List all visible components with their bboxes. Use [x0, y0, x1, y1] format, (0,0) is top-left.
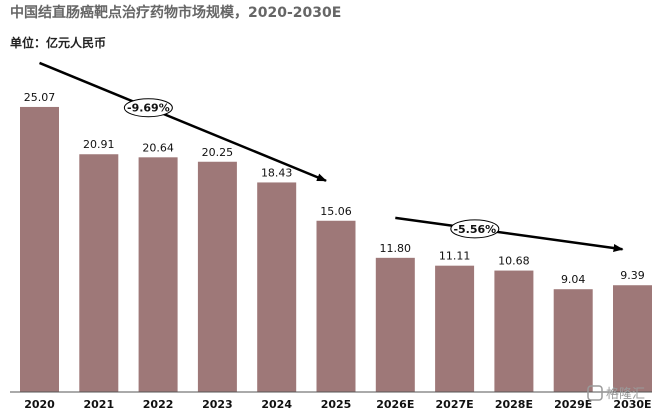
bar-2028E: [494, 270, 534, 392]
bar-2020: [20, 106, 59, 392]
value-label-2026E: 11.80: [380, 242, 412, 255]
x-tick-label-2025: 2025: [321, 398, 352, 411]
annotations-group: -9.69% -5.56%: [39, 61, 624, 252]
value-label-2024: 18.43: [261, 166, 293, 179]
cagr-label-2: -5.56%: [453, 223, 496, 236]
cagr-badge-1: [123, 98, 173, 118]
value-label-2030E: 9.39: [620, 269, 645, 282]
x-tick-label-2021: 2021: [83, 398, 114, 411]
x-tick-label-2024: 2024: [261, 398, 292, 411]
value-label-2020: 25.07: [24, 91, 56, 104]
value-label-2023: 20.25: [202, 146, 234, 159]
bar-2022: [138, 157, 178, 392]
bars-group: 25.07 2020 20.91 2021 20.64 2022 20.25 2023 18.4…: [20, 91, 652, 411]
value-label-2027E: 11.11: [439, 250, 471, 263]
x-tick-label-2027E: 2027E: [436, 398, 474, 411]
x-tick-label-2026E: 2026E: [376, 398, 414, 411]
bar-2027E: [435, 265, 475, 392]
bar-2029E: [553, 289, 593, 392]
cagr-label-1: -9.69%: [127, 102, 170, 115]
watermark-text: 格隆汇: [606, 386, 645, 402]
x-tick-label-2020: 2020: [24, 398, 55, 411]
chart-title: 中国结直肠癌靶点治疗药物市场规模，2020-2030E: [10, 4, 341, 21]
value-label-2021: 20.91: [83, 138, 115, 151]
x-tick-label-2029E: 2029E: [554, 398, 592, 411]
value-label-2022: 20.64: [142, 141, 174, 154]
watermark: 格隆汇: [587, 385, 645, 402]
unit-label: 单位：亿元人民币: [10, 35, 106, 50]
bar-2030E: [613, 285, 652, 392]
x-tick-label-2028E: 2028E: [495, 398, 533, 411]
bar-2021: [79, 154, 119, 392]
x-tick-label-2030E: 2030E: [613, 398, 651, 411]
bar-2024: [257, 182, 297, 392]
value-label-2025: 15.06: [320, 205, 352, 218]
trend-arrow-2: [395, 216, 624, 252]
bar-2023: [197, 161, 237, 392]
x-tick-label-2022: 2022: [143, 398, 174, 411]
trend-arrow-1: [39, 61, 327, 182]
cagr-badge-2: [450, 219, 500, 239]
x-tick-label-2023: 2023: [202, 398, 233, 411]
bar-2025: [316, 220, 356, 392]
value-label-2029E: 9.04: [561, 273, 586, 286]
value-label-2028E: 10.68: [498, 255, 530, 268]
watermark-logo-icon: [587, 385, 603, 401]
bar-2026E: [375, 257, 415, 392]
